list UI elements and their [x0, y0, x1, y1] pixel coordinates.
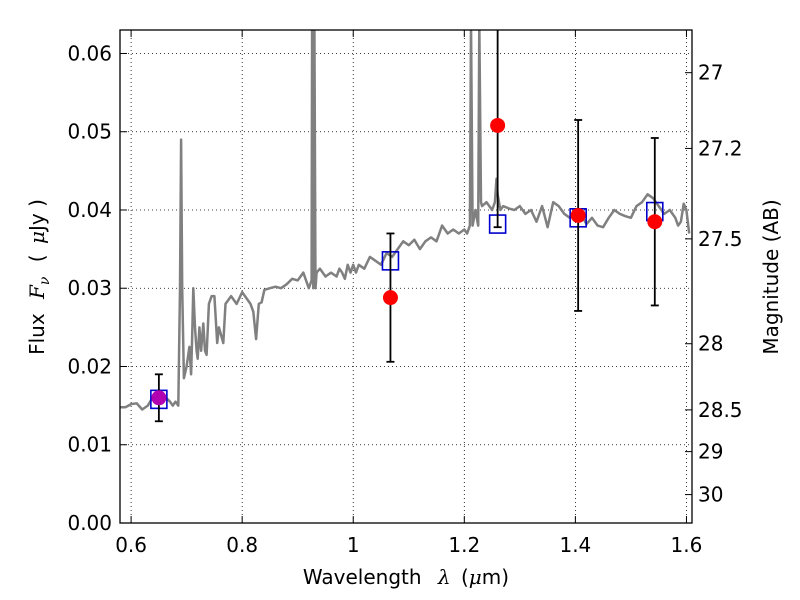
observed-point [382, 290, 398, 306]
error-bars [154, 30, 659, 423]
y-axis-label-prefix: Flux [25, 313, 49, 355]
x-tick-label: 0.6 [115, 533, 147, 557]
observed-photometry-points [151, 117, 663, 406]
y-axis-flux-symbol: F [25, 284, 49, 300]
y-tick-label: 0.00 [67, 511, 112, 535]
x-axis-label-prefix: Wavelength [303, 565, 422, 589]
y-tick-label: 0.04 [67, 198, 112, 222]
model-photometry-points [150, 201, 664, 410]
x-tick-label: 1.2 [448, 533, 480, 557]
y-tick-label: 0.06 [67, 41, 112, 65]
y-axis-unit-open: ( [25, 254, 49, 262]
y-tick-label: 0.03 [67, 276, 112, 300]
y-axis-label: Flux Fν ( μJy ) [25, 199, 54, 355]
x-axis-unit-rest: m) [482, 565, 509, 589]
plot-frame [119, 29, 693, 524]
x-axis-unit-mu: μ [469, 565, 482, 589]
magnitude-tick-label: 27 [698, 61, 723, 85]
observed-point [151, 390, 167, 406]
y-axis-unit-rest: Jy ) [25, 199, 49, 233]
magnitude-tick-label: 28.5 [698, 398, 743, 422]
magnitude-tick-label: 28 [698, 332, 723, 356]
magnitude-tick-label: 29 [698, 440, 723, 464]
y-axis-unit-mu: μ [25, 231, 49, 244]
y-tick-label: 0.02 [67, 354, 112, 378]
observed-point [570, 207, 586, 223]
y-tick-label: 0.05 [67, 120, 112, 144]
spectrum-line [120, 30, 691, 411]
x-tick-label: 1.6 [671, 533, 703, 557]
magnitude-tick-label: 30 [698, 483, 723, 507]
magnitude-tick-label: 27.2 [698, 136, 743, 160]
observed-point [647, 214, 663, 230]
y2-axis-label-group: Magnitude (AB) [759, 199, 783, 354]
x-axis-unit-open: ( [461, 565, 469, 589]
y-axis-flux-subscript: ν [37, 276, 53, 285]
x-tick-label: 1 [347, 533, 360, 557]
magnitude-tick-label: 27.5 [698, 227, 743, 251]
observed-point [490, 117, 506, 133]
axis-ticks: 0.6 0.8 1 1.2 1.4 1.6 0.00 0.01 0.02 0.03 0.04 0.05… [67, 30, 743, 557]
x-axis-label: Wavelength λ (μm) [303, 565, 509, 589]
svg-text:Flux Fν ( μJ: Flux Fν ( μJy ) [25, 199, 54, 355]
x-tick-label: 0.8 [226, 533, 258, 557]
x-tick-label: 1.4 [559, 533, 591, 557]
grid-lines [120, 30, 692, 524]
y-tick-label: 0.01 [67, 433, 112, 457]
x-axis-lambda-symbol: λ [437, 565, 451, 589]
plot-area [120, 30, 691, 423]
y2-axis-label: Magnitude (AB) [759, 199, 783, 354]
